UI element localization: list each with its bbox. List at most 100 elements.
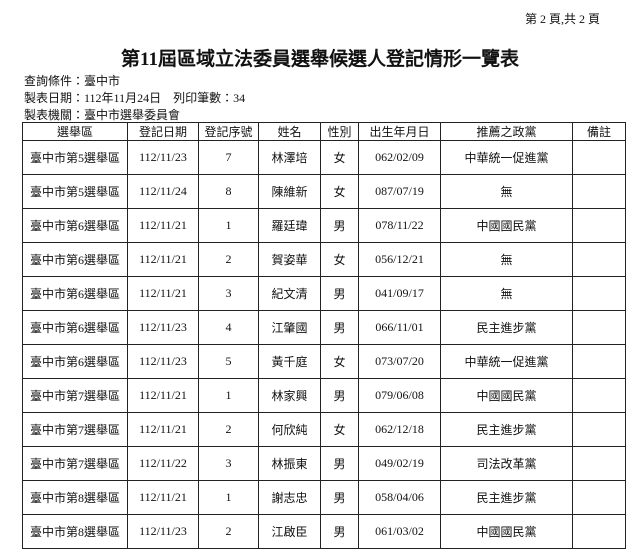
table-cell: 女 xyxy=(320,344,359,379)
candidate-table: 選舉區 登記日期 登記序號 姓名 性別 出生年月日 推薦之政黨 備註 臺中市第5選舉區 112/… xyxy=(22,122,626,549)
table-cell: 女 xyxy=(320,140,359,175)
table-cell: 112/11/21 xyxy=(127,208,199,243)
table-cell: 112/11/23 xyxy=(127,310,199,345)
table-cell: 112/11/21 xyxy=(127,242,199,277)
table-cell: 056/12/21 xyxy=(358,242,441,277)
table-cell: 民主進步黨 xyxy=(440,480,573,515)
table-cell: 謝志忠 xyxy=(258,480,321,515)
table-cell: 林振東 xyxy=(258,446,321,481)
table-cell: 7 xyxy=(198,140,259,175)
table-cell: 女 xyxy=(320,174,359,209)
column-header: 姓名 xyxy=(258,122,321,141)
table-row: 臺中市第8選舉區 112/11/21 1 謝志忠男 058/04/06 民主進步黨 xyxy=(22,480,626,515)
table-row: 臺中市第6選舉區 112/11/21 2 賀姿華女 056/12/21 無 xyxy=(22,242,626,277)
table-row: 臺中市第5選舉區 112/11/23 7 林澤培女 062/02/09 中華統一促進黨 xyxy=(22,140,626,175)
table-cell: 1 xyxy=(198,378,259,413)
empty-cell xyxy=(572,514,626,549)
table-cell: 陳維新 xyxy=(258,174,321,209)
empty-cell xyxy=(572,208,626,243)
table-cell: 男 xyxy=(320,514,359,549)
table-cell: 062/12/18 xyxy=(358,412,441,447)
empty-cell xyxy=(572,480,626,515)
table-cell: 男 xyxy=(320,480,359,515)
table-row: 臺中市第6選舉區 112/11/21 1 羅廷瑋男 078/11/22 中國國民黨 xyxy=(22,208,626,243)
empty-cell xyxy=(572,140,626,175)
table-cell: 3 xyxy=(198,446,259,481)
table-cell: 江肇國 xyxy=(258,310,321,345)
table-row: 臺中市第6選舉區 112/11/23 4 江肇國男 066/11/01 民主進步黨 xyxy=(22,310,626,345)
table-row: 臺中市第6選舉區 112/11/23 5 黃千庭女 073/07/20 中華統一促進黨 xyxy=(22,344,626,379)
table-cell: 112/11/21 xyxy=(127,378,199,413)
date: 製表日期：112年11月24日 xyxy=(24,91,162,105)
column-header: 選舉區 xyxy=(22,122,128,141)
agency: 製表機關：臺中市選舉委員會 xyxy=(24,108,181,122)
table-cell: 江啟臣 xyxy=(258,514,321,549)
empty-cell xyxy=(572,242,626,277)
table-cell: 079/06/08 xyxy=(358,378,441,413)
column-header: 登記日期 xyxy=(127,122,199,141)
table-cell: 087/07/19 xyxy=(358,174,441,209)
table-cell: 男 xyxy=(320,208,359,243)
table-cell: 臺中市第6選舉區 xyxy=(22,344,128,379)
table-cell: 臺中市第7選舉區 xyxy=(22,446,128,481)
table-row: 臺中市第7選舉區 112/11/21 1 林家興男 079/06/08 中國國民黨 xyxy=(22,378,626,413)
table-cell: 112/11/23 xyxy=(127,514,199,549)
column-header: 性別 xyxy=(320,122,359,141)
table-cell: 058/04/06 xyxy=(358,480,441,515)
table-cell: 2 xyxy=(198,514,259,549)
table-cell: 062/02/09 xyxy=(358,140,441,175)
column-header: 登記序號 xyxy=(198,122,259,141)
table-cell: 112/11/23 xyxy=(127,140,199,175)
table-cell: 無 xyxy=(440,242,573,277)
table-cell: 中國國民黨 xyxy=(440,208,573,243)
table-cell: 男 xyxy=(320,276,359,311)
query: 查詢條件：臺中市 xyxy=(24,74,121,88)
table-cell: 8 xyxy=(198,174,259,209)
table-cell: 3 xyxy=(198,276,259,311)
table-cell: 臺中市第5選舉區 xyxy=(22,140,128,175)
title: 第11屆區域立法委員選舉候選人登記情形一覽表 xyxy=(121,49,519,70)
table-cell: 中華統一促進黨 xyxy=(440,140,573,175)
empty-cell xyxy=(572,344,626,379)
table-cell: 061/03/02 xyxy=(358,514,441,549)
table-cell: 紀文清 xyxy=(258,276,321,311)
empty-cell xyxy=(572,310,626,345)
table-cell: 無 xyxy=(440,174,573,209)
table-cell: 1 xyxy=(198,480,259,515)
table-cell: 112/11/24 xyxy=(127,174,199,209)
header-row: 選舉區 登記日期 登記序號 姓名 性別 出生年月日 推薦之政黨 備註 xyxy=(22,122,626,141)
table-cell: 中國國民黨 xyxy=(440,514,573,549)
empty-cell xyxy=(572,174,626,209)
table-cell: 羅廷瑋 xyxy=(258,208,321,243)
table-cell: 112/11/23 xyxy=(127,344,199,379)
table-cell: 臺中市第8選舉區 xyxy=(22,480,128,515)
column-header: 推薦之政黨 xyxy=(440,122,573,141)
table-cell: 男 xyxy=(320,310,359,345)
table-cell: 無 xyxy=(440,276,573,311)
table-cell: 林澤培 xyxy=(258,140,321,175)
table-cell: 臺中市第6選舉區 xyxy=(22,310,128,345)
table-row: 臺中市第7選舉區 112/11/22 3 林振東男 049/02/19 司法改革黨 xyxy=(22,446,626,481)
column-header: 備註 xyxy=(572,122,626,141)
table-cell: 4 xyxy=(198,310,259,345)
table-cell: 臺中市第6選舉區 xyxy=(22,242,128,277)
table-cell: 女 xyxy=(320,412,359,447)
table-cell: 臺中市第8選舉區 xyxy=(22,514,128,549)
table-cell: 066/11/01 xyxy=(358,310,441,345)
table-cell: 112/11/21 xyxy=(127,276,199,311)
table-cell: 5 xyxy=(198,344,259,379)
table-cell: 112/11/22 xyxy=(127,446,199,481)
table-cell: 女 xyxy=(320,242,359,277)
table-cell: 臺中市第7選舉區 xyxy=(22,412,128,447)
table-body: 臺中市第5選舉區 112/11/23 7 林澤培女 062/02/09 中華統一促進黨 臺中… xyxy=(22,140,626,549)
page-number: 第 2 頁,共 2 頁 xyxy=(524,12,600,26)
table-cell: 中華統一促進黨 xyxy=(440,344,573,379)
table-cell: 臺中市第6選舉區 xyxy=(22,276,128,311)
table-cell: 民主進步黨 xyxy=(440,412,573,447)
table-cell: 林家興 xyxy=(258,378,321,413)
table-row: 臺中市第6選舉區 112/11/21 3 紀文清男 041/09/17 無 xyxy=(22,276,626,311)
empty-cell xyxy=(572,276,626,311)
table-cell: 112/11/21 xyxy=(127,412,199,447)
table-cell: 賀姿華 xyxy=(258,242,321,277)
